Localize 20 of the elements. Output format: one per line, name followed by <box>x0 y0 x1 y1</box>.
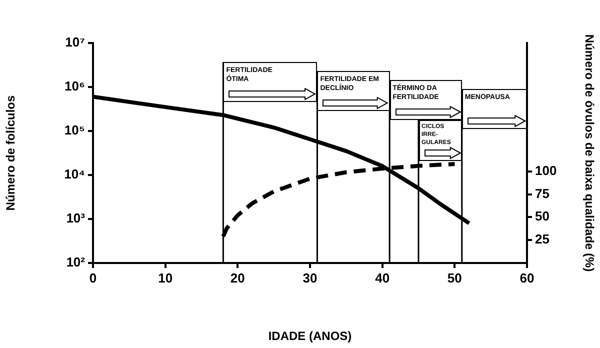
x-tick-label: 40 <box>375 270 390 286</box>
y-tick-label: 10² <box>66 254 86 270</box>
y2-tick-label: 100 <box>535 162 557 178</box>
x-tick-label: 20 <box>230 270 245 286</box>
x-tick-label: 50 <box>447 270 462 286</box>
y2-axis-title: Número de óvulos de baixa qualidade (%) <box>582 34 596 272</box>
x-tick-label: 0 <box>89 270 97 286</box>
y-tick-label: 10⁵ <box>64 122 85 138</box>
y-tick-label: 10³ <box>66 210 86 226</box>
y-tick-label: 10⁴ <box>64 166 85 182</box>
y2-tick-label: 75 <box>535 186 550 201</box>
y-axis-title: Número de folículos <box>4 95 18 211</box>
x-tick-label: 10 <box>158 270 173 286</box>
y2-tick-label: 25 <box>535 232 550 247</box>
x-axis-title: IDADE (ANOS) <box>268 329 352 344</box>
x-tick-label: 30 <box>302 270 318 286</box>
y-tick-label: 10⁷ <box>65 34 85 50</box>
y2-tick-label: 50 <box>535 208 550 224</box>
x-tick-label: 60 <box>520 270 534 286</box>
y-tick-label: 10⁶ <box>64 78 86 94</box>
